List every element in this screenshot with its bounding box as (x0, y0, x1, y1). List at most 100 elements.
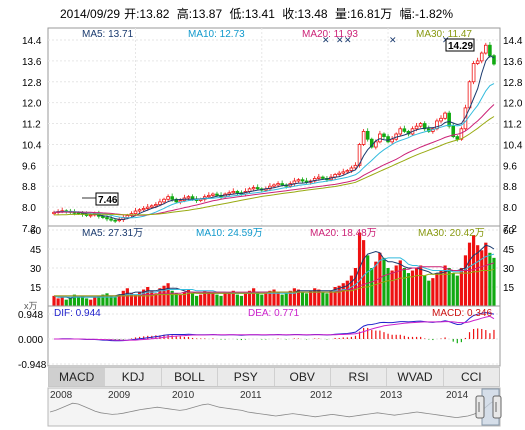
candle-body (154, 204, 158, 207)
volume-bar (137, 292, 142, 306)
price-legend-ma10: MA10: 12.73 (188, 29, 245, 40)
volume-bar (239, 295, 244, 306)
volume-bar (333, 287, 337, 306)
volume-bar (431, 278, 435, 306)
price-y-tick-right: 12.8 (503, 78, 523, 89)
volume-bar (321, 292, 325, 306)
tab-macd[interactable]: MACD (49, 368, 106, 386)
candle-body (137, 209, 142, 212)
macd-legend: DIF: 0.944 DEA: 0.771 MACD: 0.346 (54, 308, 492, 319)
volume-bar (125, 288, 129, 306)
volume-bar (56, 298, 60, 306)
quote-volume: 量:16.81万 (334, 7, 393, 21)
overview-right-handle[interactable] (492, 395, 502, 419)
volume-bar (427, 280, 431, 306)
volume-bar (264, 293, 268, 306)
event-marker-1: ✕ (322, 35, 330, 45)
price-line-ma10 (53, 83, 495, 219)
volume-y-ticks: 60 60 45 45 30 30 15 15 (30, 226, 515, 294)
volume-bar (467, 242, 472, 306)
volume-bar (211, 293, 215, 306)
candle-body (211, 193, 215, 196)
quote-open: 开:13.82 (124, 7, 170, 21)
price-gridlines (48, 28, 500, 234)
volume-bar (113, 297, 117, 306)
volume-bar (394, 265, 398, 306)
volume-bar (129, 293, 134, 306)
volume-bar (227, 292, 231, 306)
quote-date: 2014/09/29 (60, 7, 121, 21)
volume-bar (186, 289, 191, 306)
volume-bar (268, 290, 272, 306)
price-ma-lines (53, 55, 495, 220)
volume-bar (158, 288, 162, 306)
volume-bar (296, 289, 301, 306)
price-panel: 14.4 14.4 13.6 13.6 12.8 12.8 12.0 12.0 11.2 11.2… (22, 27, 523, 247)
macd-y-ticks: 0.948 0.000 -0.948 (18, 310, 47, 371)
volume-bar (219, 295, 223, 306)
volume-legend-ma5: MA5: 27.31万 (82, 228, 143, 239)
overview-year-labels: 2008 2009 2010 2011 2012 2013 2014 (50, 390, 469, 401)
volume-bar (471, 235, 476, 306)
volume-bar (345, 280, 349, 306)
tab-wvad[interactable]: WVAD (387, 368, 444, 386)
volume-y-tick-left: 45 (30, 245, 42, 256)
overview-year-label: 2009 (108, 390, 131, 401)
tab-cci[interactable]: CCI (460, 370, 482, 384)
volume-bar (317, 289, 321, 306)
overview-left-handle[interactable] (475, 395, 485, 419)
price-y-tick-right: 8.8 (503, 182, 517, 193)
volume-legend-ma30: MA30: 20.42万 (418, 228, 485, 239)
candle-body (451, 125, 456, 138)
volume-y-tick-right: 60 (503, 226, 515, 237)
candle-body (455, 136, 460, 140)
volume-bar (256, 292, 260, 306)
volume-bar (80, 295, 85, 306)
volume-bar (476, 245, 480, 306)
tab-psy[interactable]: PSY (218, 368, 275, 386)
tab-kdj[interactable]: KDJ (105, 368, 162, 386)
price-y-tick-left: 12.8 (22, 78, 42, 89)
indicator-tabs: MACD KDJ BOLL PSY OBV RSI WVAD CCI (48, 367, 500, 387)
volume-bar (85, 298, 89, 306)
volume-bar (64, 299, 68, 306)
volume-bar (410, 270, 415, 306)
volume-bar (435, 273, 439, 306)
volume-bar (292, 288, 296, 306)
volume-unit: x万 (24, 301, 38, 311)
tab-rsi[interactable]: RSI (331, 368, 388, 386)
volume-bar (117, 294, 121, 306)
price-y-tick-left: 14.4 (22, 36, 42, 47)
volume-bar (378, 252, 382, 306)
volume-bar (370, 268, 374, 306)
volume-y-tick-right: 30 (503, 264, 515, 275)
volume-line-ma30 (54, 268, 495, 297)
volume-bar (207, 292, 211, 306)
candle-body (382, 133, 386, 138)
price-legend-ma20: MA20: 11.93 (302, 29, 358, 40)
candle-body (374, 141, 378, 148)
volume-bar (68, 298, 72, 306)
volume-bar (304, 293, 309, 306)
volume-bar (260, 294, 264, 306)
price-y-tick-left: 7.2 (22, 224, 36, 235)
candle-body (361, 130, 366, 145)
candle-body (105, 217, 109, 220)
volume-panel: 60 60 45 45 30 30 15 15 x万 MA5: 27.31万 MA10: 24… (24, 225, 515, 311)
tab-obv[interactable]: OBV (275, 368, 331, 386)
candle-body (231, 191, 236, 194)
volume-bar (215, 294, 219, 306)
candle-body (186, 196, 191, 199)
candle-body (484, 44, 488, 54)
volume-bar (309, 290, 313, 306)
candle-body (471, 63, 476, 83)
price-y-tick-right: 14.4 (503, 36, 523, 47)
overview-navigator[interactable]: 2008 2009 2010 2011 2012 2013 2014 (47, 387, 502, 427)
volume-bar (150, 290, 154, 306)
candle-body (418, 123, 423, 127)
candle-body (174, 198, 179, 203)
candle-body (353, 164, 358, 169)
candle-body (141, 208, 146, 211)
tab-boll[interactable]: BOLL (162, 368, 219, 386)
volume-bar (459, 268, 463, 306)
